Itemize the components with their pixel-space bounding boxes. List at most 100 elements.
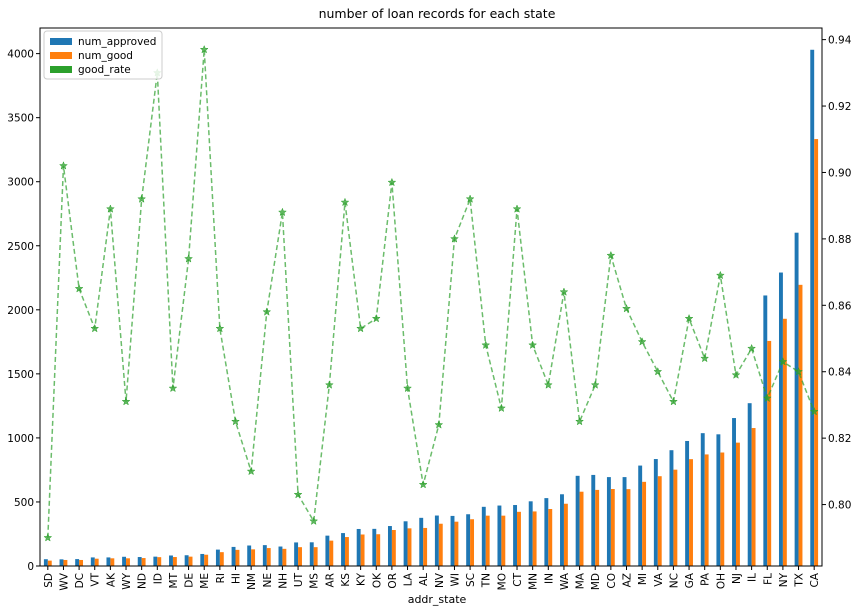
bar-num_approved-MA [575, 475, 580, 566]
bar-num_good-MS [313, 547, 318, 566]
bar-num_approved-KS [341, 533, 345, 566]
legend-label-num_approved: num_approved [78, 36, 156, 48]
bar-num_good-CO [610, 489, 615, 566]
good-rate-point-LA [403, 383, 413, 393]
good-rate-point-NE [262, 307, 272, 316]
bar-num_approved-TX [794, 232, 799, 566]
x-tick-label-WY: WY [121, 572, 133, 589]
x-tick-label-MD: MD [590, 573, 602, 590]
left-tick-label: 0 [27, 561, 34, 573]
good-rate-point-WV [58, 161, 68, 170]
bar-num_good-HI [235, 549, 240, 566]
bar-num_good-MD [595, 489, 600, 566]
good-rate-point-NV [434, 420, 444, 429]
bar-num_good-RI [219, 552, 224, 566]
x-tick-label-KS: KS [340, 573, 352, 587]
bar-num_good-IL [751, 428, 756, 566]
bar-num_good-PA [704, 454, 709, 566]
bar-num_approved-AR [325, 535, 330, 566]
right-tick-label: 0.80 [828, 500, 851, 512]
x-tick-label-NM: NM [246, 573, 258, 590]
good-rate-point-AR [324, 380, 334, 389]
bar-num_approved-MD [591, 474, 596, 566]
good-rate-point-MI [637, 337, 647, 346]
bar-num_approved-MT [169, 555, 173, 566]
good-rate-point-WI [449, 234, 459, 243]
x-tick-label-DE: DE [184, 573, 196, 588]
x-tick-label-MN: MN [528, 573, 540, 590]
good-rate-point-NH [277, 207, 287, 217]
bar-num_good-NE [266, 548, 271, 566]
bar-num_good-LA [407, 528, 412, 566]
good-rate-point-GA [684, 313, 694, 323]
x-tick-label-NC: NC [668, 573, 680, 588]
x-tick-label-NE: NE [262, 573, 274, 588]
x-tick-label-VA: VA [653, 572, 665, 587]
bar-num_good-SC [470, 519, 475, 566]
good-rate-point-AZ [622, 303, 631, 313]
x-tick-label-MT: MT [168, 572, 180, 588]
x-tick-label-AL: AL [418, 573, 430, 586]
left-tick-label: 1000 [7, 433, 34, 445]
x-tick-label-UT: UT [293, 572, 305, 587]
bar-num_approved-IN [544, 498, 549, 566]
bar-num_good-NY [782, 318, 787, 566]
right-tick-label: 0.82 [828, 433, 851, 445]
x-tick-label-NJ: NJ [731, 573, 743, 584]
bar-num_good-NV [438, 523, 443, 566]
x-tick-label-IL: IL [747, 573, 759, 582]
bar-num_approved-WV [59, 559, 64, 566]
good-rate-point-AL [418, 479, 428, 489]
bar-num_good-CT [517, 511, 521, 566]
bar-num_good-OR [391, 530, 396, 566]
x-tick-label-ID: ID [152, 573, 164, 584]
bar-num_good-ID [157, 557, 162, 566]
x-tick-label-TX: TX [794, 573, 806, 588]
bar-num_approved-UT [294, 542, 299, 566]
right-tick-label: 0.90 [828, 167, 851, 179]
legend-box [43, 30, 163, 80]
x-tick-label-VT: VT [90, 572, 102, 586]
x-tick-label-DC: DC [74, 573, 86, 588]
bar-num_approved-MO [497, 505, 502, 566]
bar-num_approved-NV [434, 515, 439, 566]
good-rate-point-PA [700, 353, 710, 363]
bar-num_good-TN [485, 515, 490, 566]
bar-num_good-MN [532, 511, 537, 566]
left-tick-label: 2000 [7, 305, 34, 317]
good-rate-point-CO [606, 250, 616, 260]
bar-num_approved-AZ [622, 477, 627, 566]
good-rate-point-NM [246, 466, 256, 476]
good-rate-point-KS [340, 197, 350, 207]
bar-num_approved-MS [309, 542, 314, 566]
legend[interactable]: num_approved num_good good_rate [43, 30, 163, 80]
bar-num_good-SD [47, 560, 52, 566]
good-rate-point-ME [199, 44, 209, 54]
bar-num_approved-IL [747, 403, 752, 566]
bar-num_good-MI [642, 481, 647, 566]
left-y-axis: 0 500 1000 1500 2000 2500 3000 3500 4000 [7, 49, 40, 573]
x-tick-label-MI: MI [637, 573, 649, 585]
bar-num_approved-MI [638, 465, 643, 566]
good-rate-point-MS [309, 516, 319, 525]
good-rate-point-OH [715, 270, 725, 280]
x-tick-label-KY: KY [356, 572, 368, 586]
good-rate-point-HI [231, 416, 240, 426]
bar-num_approved-WY [122, 556, 127, 566]
x-tick-label-PA: PA [700, 572, 712, 586]
bar-num_good-AL [423, 527, 428, 566]
legend-label-num_good: num_good [78, 50, 133, 62]
good-rate-point-IN [543, 380, 553, 389]
good-rate-point-AK [105, 204, 115, 213]
bar-num_approved-VT [90, 557, 95, 566]
bar-num_good-MT [172, 557, 177, 566]
good-rate-point-OK [371, 313, 381, 323]
bar-num_approved-KY [356, 528, 361, 566]
x-tick-label-MA: MA [575, 572, 587, 589]
bar-num_good-IN [548, 508, 553, 566]
bar-num_approved-ND [137, 557, 142, 566]
bar-num_approved-VA [653, 459, 658, 566]
bar-num_good-VA [657, 476, 662, 566]
bars-layer [43, 49, 819, 567]
